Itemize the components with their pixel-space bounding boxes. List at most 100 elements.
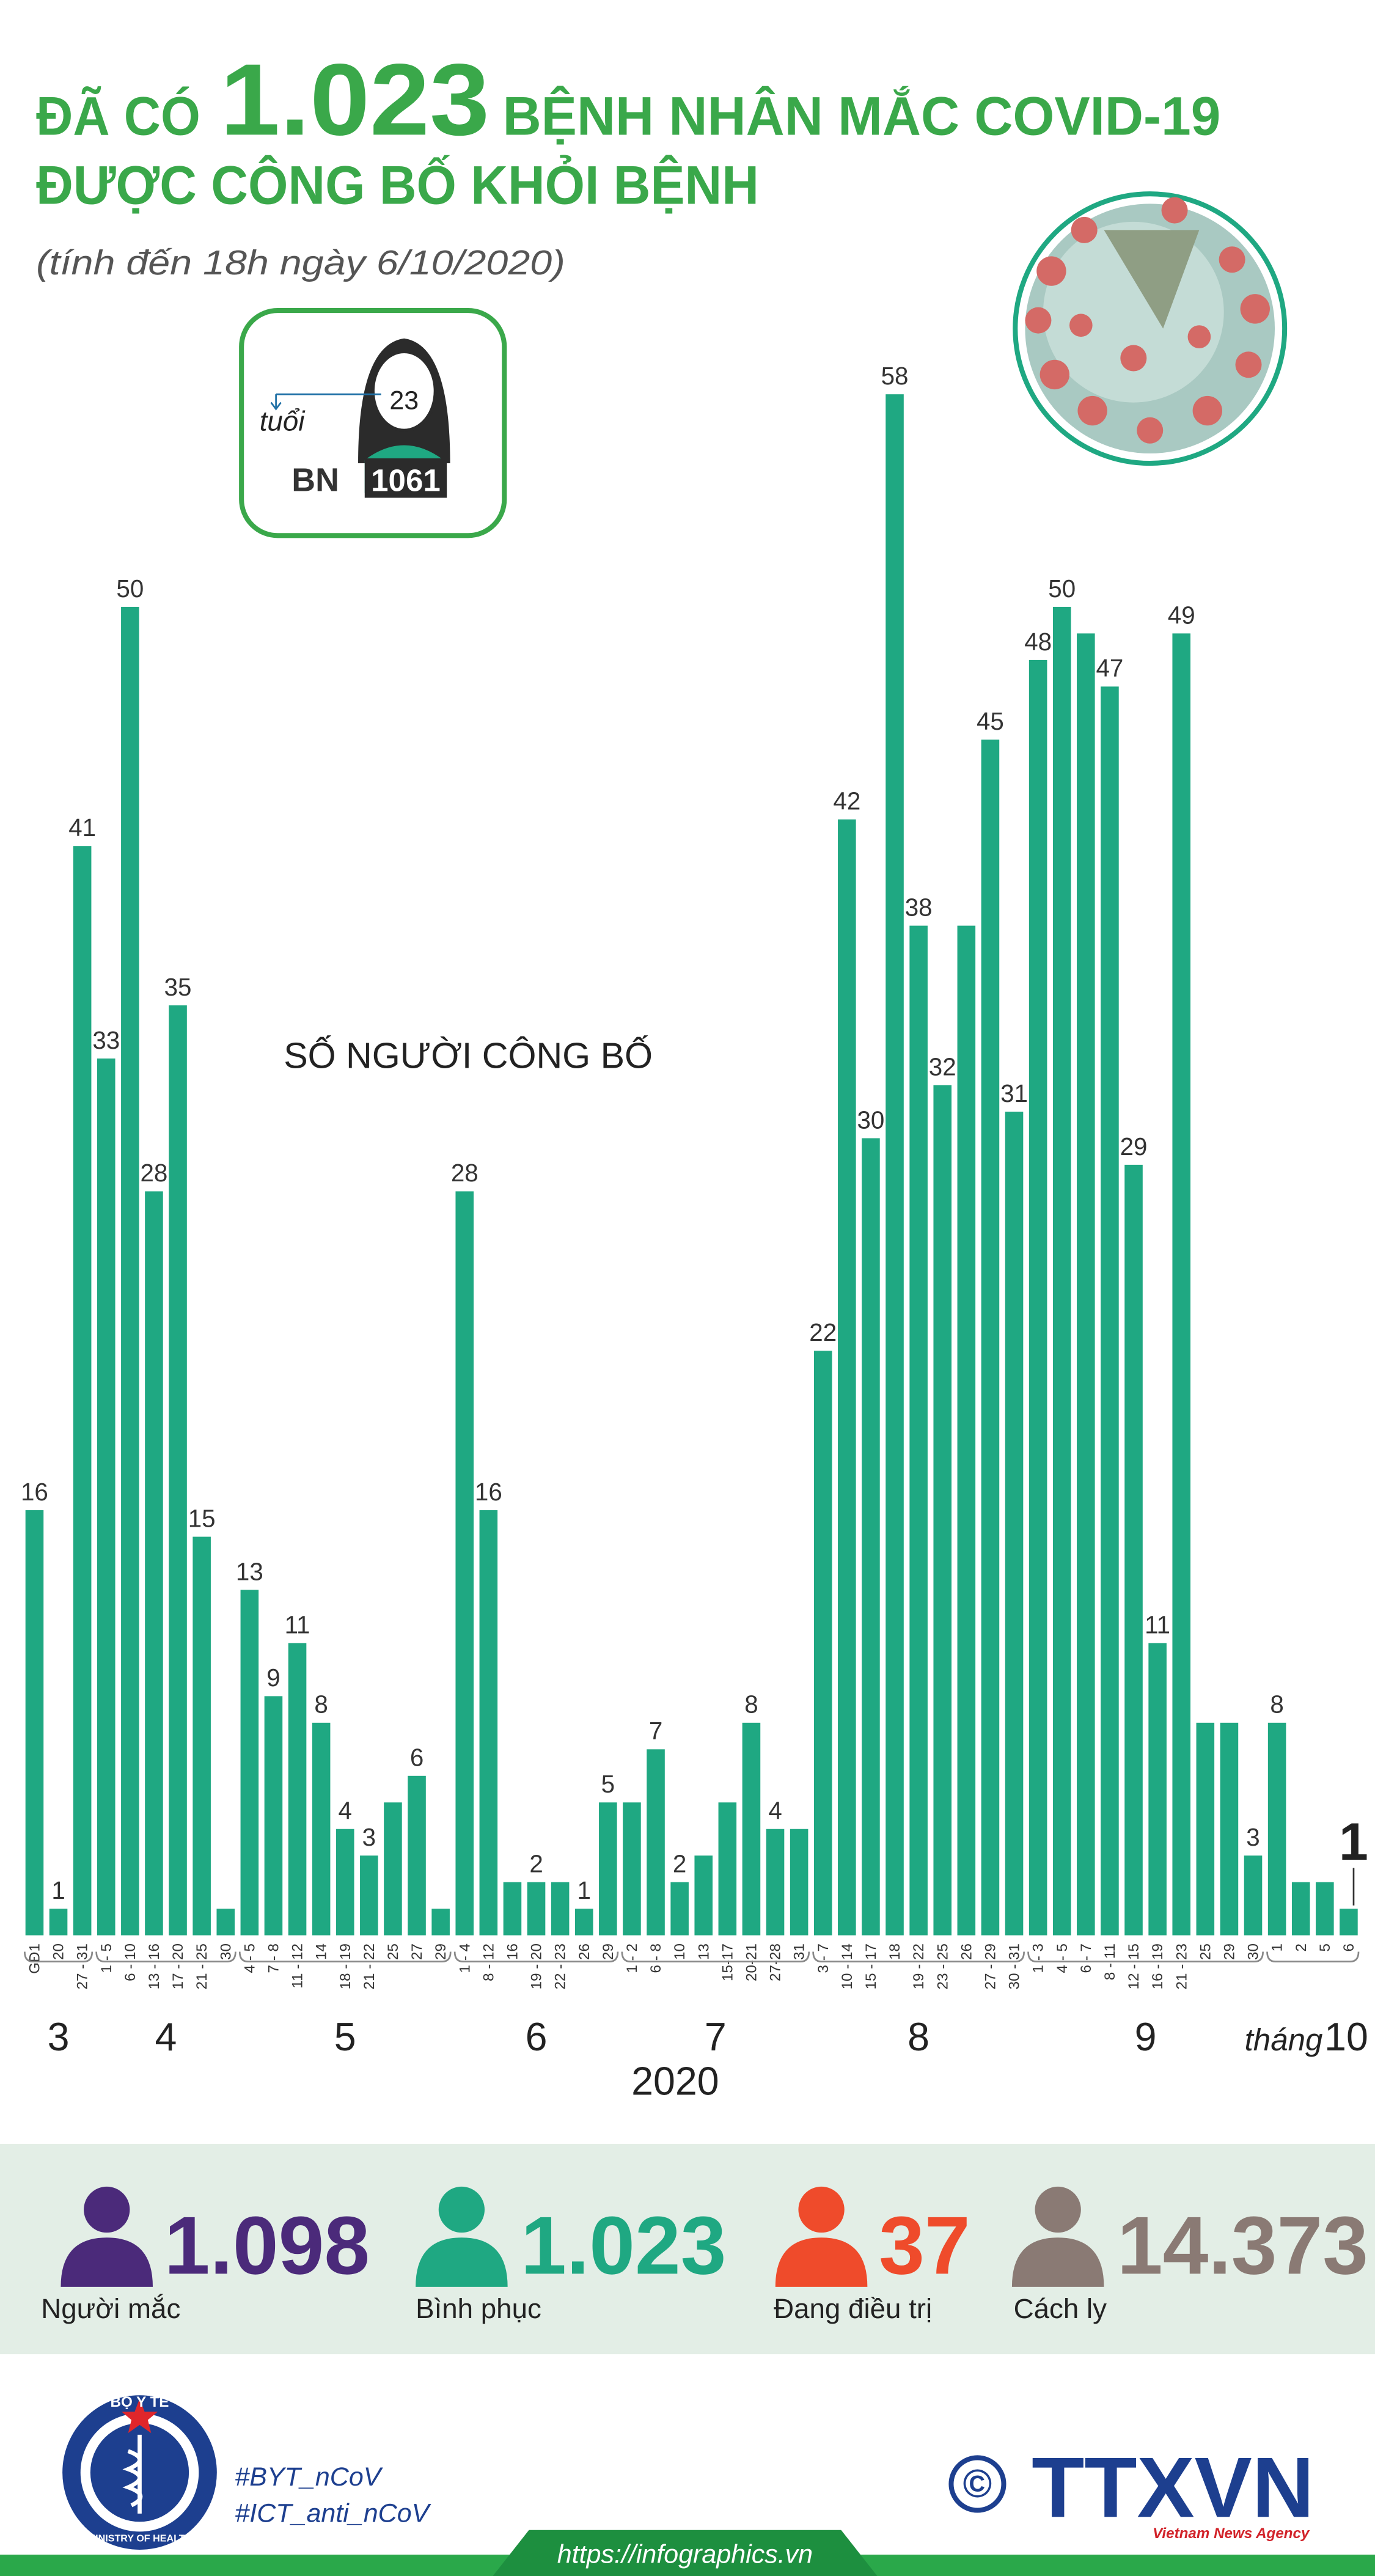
value-label: 3 (362, 1823, 376, 1851)
copyright-ring (948, 2455, 1007, 2513)
x-tick-label: 19 - 20 (529, 1943, 545, 1989)
bar (957, 925, 976, 1936)
bar (551, 1882, 570, 1936)
bar (240, 1590, 259, 1936)
bar (1316, 1882, 1334, 1936)
bar (1220, 1722, 1239, 1936)
stat-label: Người mắc (41, 2293, 180, 2324)
stat-value: 1.023 (521, 2200, 726, 2291)
bar (360, 1855, 378, 1936)
value-label: 11 (285, 1610, 310, 1638)
bar (145, 1191, 163, 1936)
x-tick-label: 29 (600, 1943, 617, 1960)
x-tick-label: 25 (1197, 1943, 1214, 1960)
value-label: 2 (529, 1850, 543, 1878)
bar (216, 1909, 235, 1936)
x-tick-label: 30 (1245, 1943, 1262, 1960)
x-tick-label: 23 - 25 (934, 1943, 951, 1989)
bar (1101, 686, 1119, 1936)
footer-url[interactable]: https://infographics.vn (557, 2539, 813, 2569)
bar (384, 1802, 402, 1936)
bar (623, 1802, 641, 1936)
hashtag: #ICT_anti_nCoV (235, 2498, 431, 2528)
value-label: 11 (1145, 1610, 1170, 1638)
value-label: 58 (881, 362, 909, 390)
value-label: 16 (21, 1478, 48, 1506)
month-label: 10 (1324, 2015, 1368, 2059)
value-label: 47 (1096, 654, 1124, 682)
person-icon-body (61, 2237, 153, 2287)
group-bracket (95, 1951, 237, 1962)
x-tick-label: 14 (314, 1943, 330, 1960)
value-label: 38 (905, 893, 933, 921)
x-tick-label: 30 (218, 1943, 234, 1960)
bar (574, 1909, 593, 1936)
x-tick-label: 18 - 19 (337, 1943, 354, 1989)
x-tick-label: GĐ1 (27, 1943, 43, 1974)
bar (169, 1005, 187, 1936)
bar (909, 925, 928, 1936)
x-tick-label: 30 - 31 (1007, 1943, 1023, 1989)
copyright: © (963, 2462, 992, 2506)
value-label: 15 (188, 1504, 216, 1532)
x-tick-label: 29 (433, 1943, 449, 1960)
x-tick-label: 13 (695, 1943, 712, 1960)
x-tick-label: 3 - 7 (815, 1943, 832, 1973)
bar (25, 1510, 44, 1936)
month-prefix: tháng (1245, 2022, 1323, 2057)
person-icon-body (775, 2237, 868, 2287)
stat-value: 1.098 (164, 2200, 370, 2291)
value-label: 33 (92, 1026, 120, 1054)
x-tick-label: 12 - 15 (1126, 1943, 1142, 1989)
x-tick-label: 15 - 17 (863, 1943, 879, 1989)
value-label: 42 (833, 787, 860, 815)
person-icon-head (438, 2186, 485, 2233)
virus-illustration (1013, 191, 1288, 466)
x-tick-label: 10 (672, 1943, 688, 1960)
bar (1172, 633, 1191, 1936)
bar (1340, 1909, 1358, 1936)
stat-label: Cách ly (1014, 2293, 1107, 2324)
bar (479, 1510, 498, 1936)
ministry-bottom: MINISTRY OF HEALTH (87, 2533, 193, 2544)
bar (1052, 606, 1071, 1936)
x-tick-label: 22 - 23 (552, 1943, 569, 1989)
bar (766, 1829, 785, 1936)
bar (718, 1802, 737, 1936)
bar (97, 1058, 116, 1936)
stat-label: Đang điều trị (774, 2293, 932, 2324)
bar (1028, 659, 1047, 1936)
value-label: 32 (929, 1052, 956, 1081)
bar (742, 1722, 761, 1936)
chart-title: SỐ NGƯỜI CÔNG BỐ (284, 1035, 653, 1076)
month-label: 5 (334, 2015, 356, 2059)
x-tick-label: 15-17 (719, 1943, 736, 1981)
x-tick-label: 8 - 12 (480, 1943, 497, 1981)
group-bracket (621, 1951, 810, 1962)
x-tick-label: 18 (887, 1943, 903, 1960)
x-tick-label: 4 - 5 (1054, 1943, 1071, 1973)
value-label: 2 (673, 1850, 686, 1878)
x-tick-label: 19 - 22 (911, 1943, 927, 1989)
bar (790, 1829, 809, 1936)
x-tick-label: 21 - 25 (194, 1943, 210, 1989)
value-label: 6 (410, 1744, 424, 1772)
month-label: 7 (705, 2015, 727, 2059)
x-tick-label: 29 (1221, 1943, 1238, 1960)
bar (1196, 1722, 1215, 1936)
x-tick-label: 2 (1293, 1943, 1310, 1951)
value-label: 29 (1120, 1132, 1148, 1161)
x-tick-label: 11 - 12 (290, 1943, 306, 1989)
group-bracket (1027, 1951, 1264, 1962)
x-tick-label: 6 - 8 (648, 1943, 664, 1973)
value-label: 30 (857, 1106, 885, 1134)
x-tick-label: 21 - 23 (1173, 1943, 1190, 1989)
bar (1148, 1643, 1167, 1936)
bar (886, 394, 904, 1936)
hashtag: #BYT_nCoV (235, 2462, 383, 2492)
month-label: 6 (526, 2015, 548, 2059)
bar (288, 1643, 307, 1936)
bar (264, 1696, 283, 1936)
x-axis-label: 2020 (631, 2059, 719, 2103)
person-icon-head (84, 2186, 130, 2233)
